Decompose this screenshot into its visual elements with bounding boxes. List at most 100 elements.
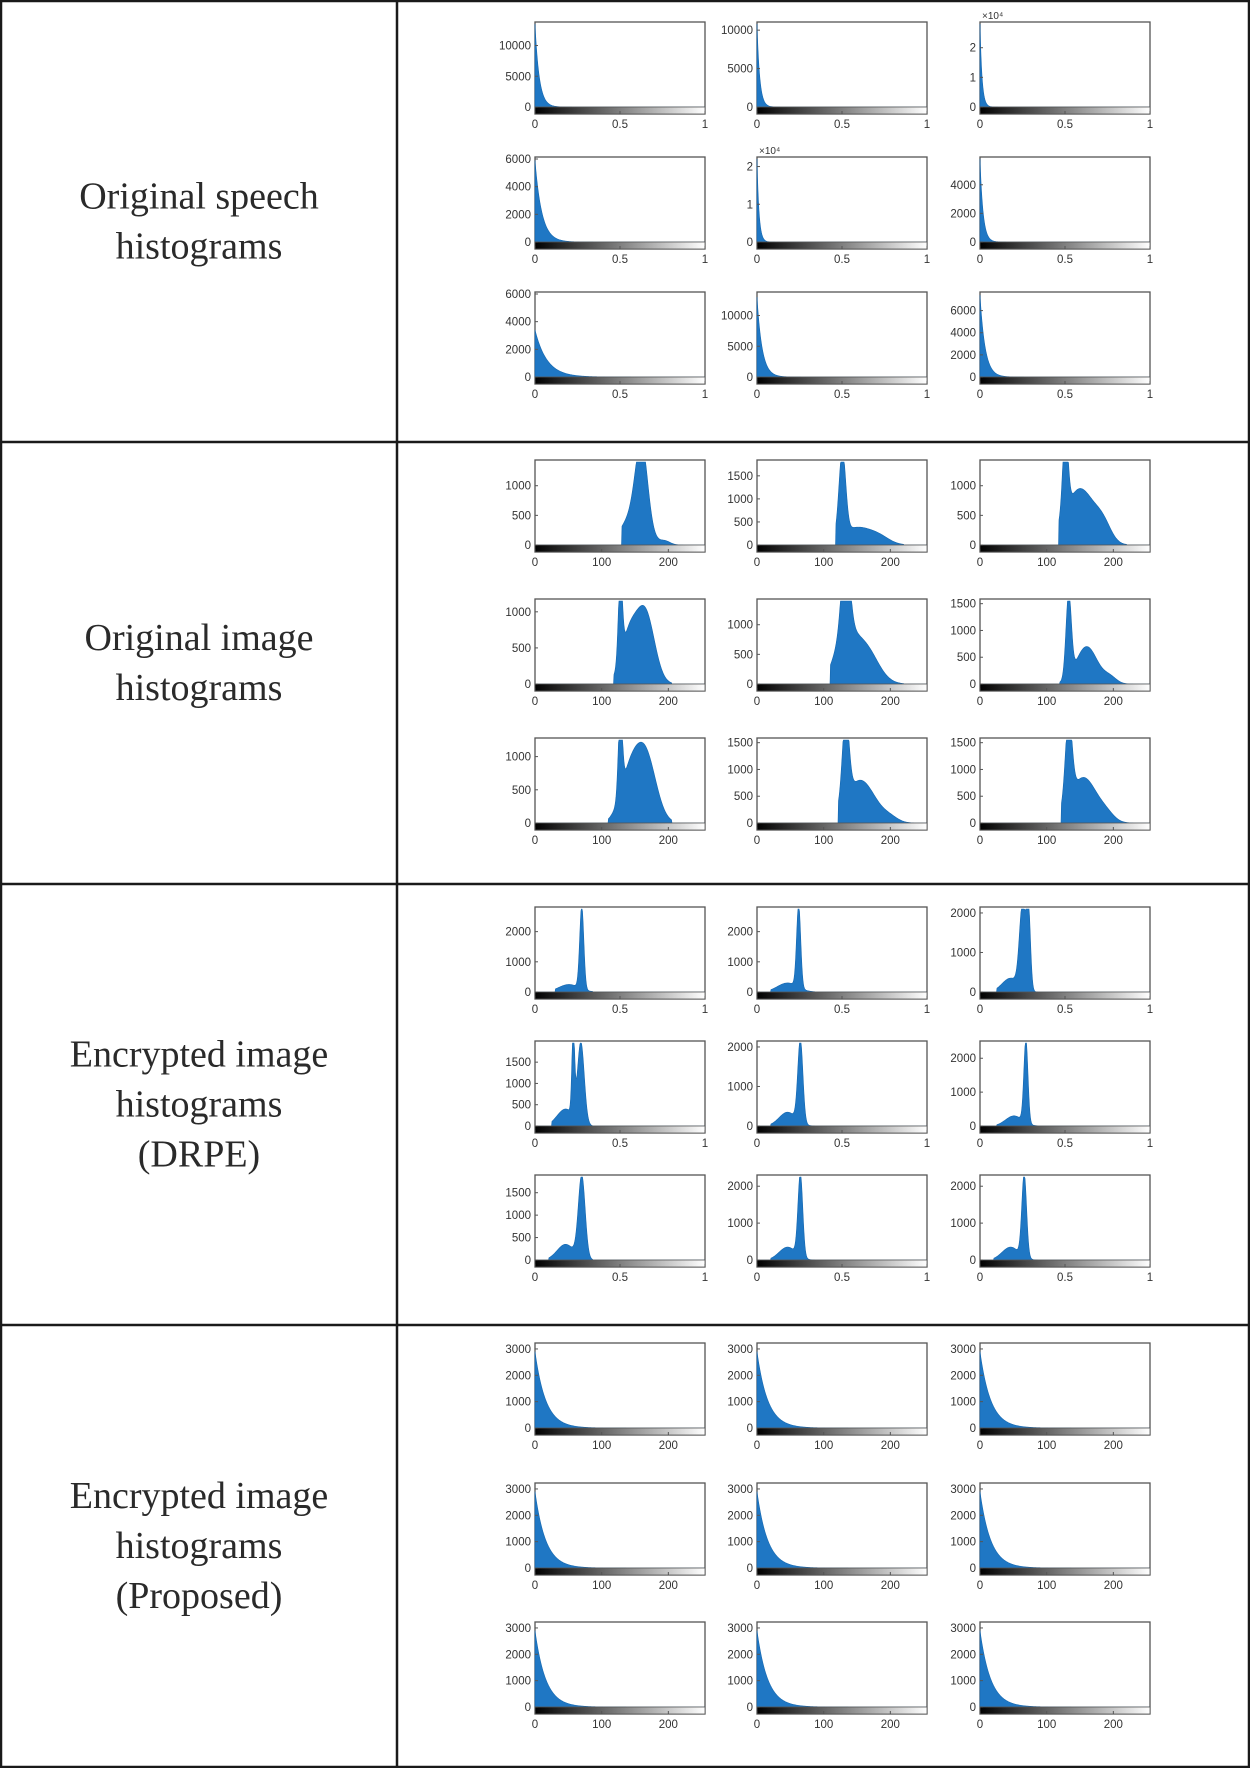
x-tick-label: 0 <box>754 1004 760 1016</box>
y-tick-label: 1500 <box>505 1188 531 1200</box>
x-tick-label: 0 <box>977 1719 983 1731</box>
x-tick-label: 0.5 <box>1057 1138 1073 1150</box>
x-tick-label: 0 <box>977 1580 983 1592</box>
x-tick-label: 200 <box>659 557 678 569</box>
y-tick-label: 500 <box>512 643 531 655</box>
x-tick-label: 1 <box>924 254 930 266</box>
x-tick-label: 0 <box>532 1004 538 1016</box>
y-tick-label: 3000 <box>727 1623 753 1635</box>
y-tick-label: 10000 <box>721 311 753 323</box>
x-tick-label: 0.5 <box>612 254 628 266</box>
histogram-panel: 0 1000 2000 3000 0 100 200 <box>727 1482 928 1592</box>
y-tick-label: 2000 <box>950 1053 976 1065</box>
y-tick-label: 3000 <box>950 1623 976 1635</box>
y-tick-label: 3000 <box>950 1344 976 1356</box>
axes-box <box>756 156 928 250</box>
y-tick-label: 0 <box>525 679 531 691</box>
axes-box <box>756 21 928 115</box>
x-tick-label: 200 <box>659 1719 678 1731</box>
x-tick-label: 0 <box>754 1440 760 1452</box>
y-tick-label: 1000 <box>950 764 976 776</box>
row-label-line: (DRPE) <box>138 1134 260 1176</box>
colorbar-strip <box>534 822 706 831</box>
x-tick-label: 200 <box>1104 1580 1123 1592</box>
histogram-panel: 0 500 1000 1500 0 100 200 <box>727 737 928 847</box>
x-tick-label: 1 <box>924 1272 930 1284</box>
x-tick-label: 100 <box>814 1440 833 1452</box>
y-tick-label: 2000 <box>950 1510 976 1522</box>
x-tick-label: 0 <box>532 1440 538 1452</box>
x-tick-label: 0 <box>977 254 983 266</box>
x-tick-label: 1 <box>1147 1138 1153 1150</box>
x-tick-label: 0 <box>977 557 983 569</box>
x-tick-label: 0 <box>977 389 983 401</box>
y-tick-label: 500 <box>957 652 976 664</box>
axes-box <box>534 291 706 385</box>
y-tick-label: 6000 <box>505 154 531 166</box>
x-tick-label: 0 <box>977 119 983 131</box>
y-tick-label: 6000 <box>950 306 976 318</box>
x-tick-label: 0.5 <box>1057 254 1073 266</box>
x-tick-label: 0 <box>532 119 538 131</box>
histogram-panel: 0 1000 2000 3000 0 100 200 <box>727 1342 928 1452</box>
y-tick-label: 0 <box>747 1121 753 1133</box>
x-tick-label: 0.5 <box>1057 1004 1073 1016</box>
x-tick-label: 1 <box>702 1004 708 1016</box>
y-tick-label: 0 <box>970 102 976 114</box>
x-tick-label: 0 <box>754 1580 760 1592</box>
histogram-panel: 0 1000 2000 3000 0 100 200 <box>727 1621 928 1731</box>
y-tick-label: 2000 <box>950 1370 976 1382</box>
x-tick-label: 0 <box>977 696 983 708</box>
histogram-panel: 0 1000 2000 0 0.5 1 <box>950 1040 1153 1150</box>
x-tick-label: 0 <box>754 1272 760 1284</box>
y-tick-label: 1000 <box>950 1087 976 1099</box>
y-tick-label: 500 <box>512 785 531 797</box>
x-tick-label: 0 <box>754 119 760 131</box>
x-tick-label: 100 <box>1037 835 1056 847</box>
axes-box <box>756 1342 928 1436</box>
y-tick-label: 500 <box>734 649 753 661</box>
x-tick-label: 1 <box>1147 389 1153 401</box>
histogram-panel: 0 1000 2000 0 0.5 1 <box>727 906 930 1016</box>
colorbar-strip <box>756 1567 928 1576</box>
y-tick-label: 1500 <box>950 599 976 611</box>
histogram-panel: 0 1000 2000 0 0.5 1 <box>950 1174 1153 1284</box>
row-label: Original image histograms <box>85 617 314 709</box>
x-tick-label: 200 <box>1104 835 1123 847</box>
x-tick-label: 100 <box>592 696 611 708</box>
histogram-panel: 0 500 1000 1500 0 100 200 <box>950 737 1151 847</box>
y-tick-label: 1000 <box>727 494 753 506</box>
y-tick-label: 0 <box>747 1423 753 1435</box>
colorbar-strip <box>534 544 706 553</box>
row-labels: Original speech histograms Original image h… <box>70 176 329 1618</box>
x-tick-label: 200 <box>1104 1719 1123 1731</box>
y-tick-label: 2000 <box>727 1370 753 1382</box>
x-tick-label: 0 <box>532 254 538 266</box>
x-tick-label: 1 <box>702 1272 708 1284</box>
y-tick-label: 0 <box>970 1121 976 1133</box>
y-tick-label: 4000 <box>505 182 531 194</box>
y-tick-label: 0 <box>525 1121 531 1133</box>
x-tick-label: 1 <box>1147 1004 1153 1016</box>
row-label: Original speech histograms <box>79 176 319 268</box>
x-tick-label: 0 <box>754 835 760 847</box>
colorbar-strip <box>979 1706 1151 1715</box>
y-tick-label: 1000 <box>950 1397 976 1409</box>
y-tick-label: 1 <box>747 199 753 211</box>
row-label-line: histograms <box>116 226 283 268</box>
x-tick-label: 1 <box>702 1138 708 1150</box>
histogram-panel: 0 1000 2000 0 0.5 1 <box>727 1174 930 1284</box>
y-tick-label: 1000 <box>727 1397 753 1409</box>
x-tick-label: 0.5 <box>834 1138 850 1150</box>
x-tick-label: 0.5 <box>834 1004 850 1016</box>
y-tick-label: 1000 <box>505 957 531 969</box>
x-tick-label: 0.5 <box>612 1272 628 1284</box>
y-tick-label: 0 <box>525 102 531 114</box>
row-label-line: histograms <box>116 667 283 709</box>
histogram-panel: 0 500 1000 0 100 200 <box>505 459 706 569</box>
x-tick-label: 0 <box>977 1272 983 1284</box>
y-tick-label: 2000 <box>950 1181 976 1193</box>
colorbar-strip <box>534 1567 706 1576</box>
